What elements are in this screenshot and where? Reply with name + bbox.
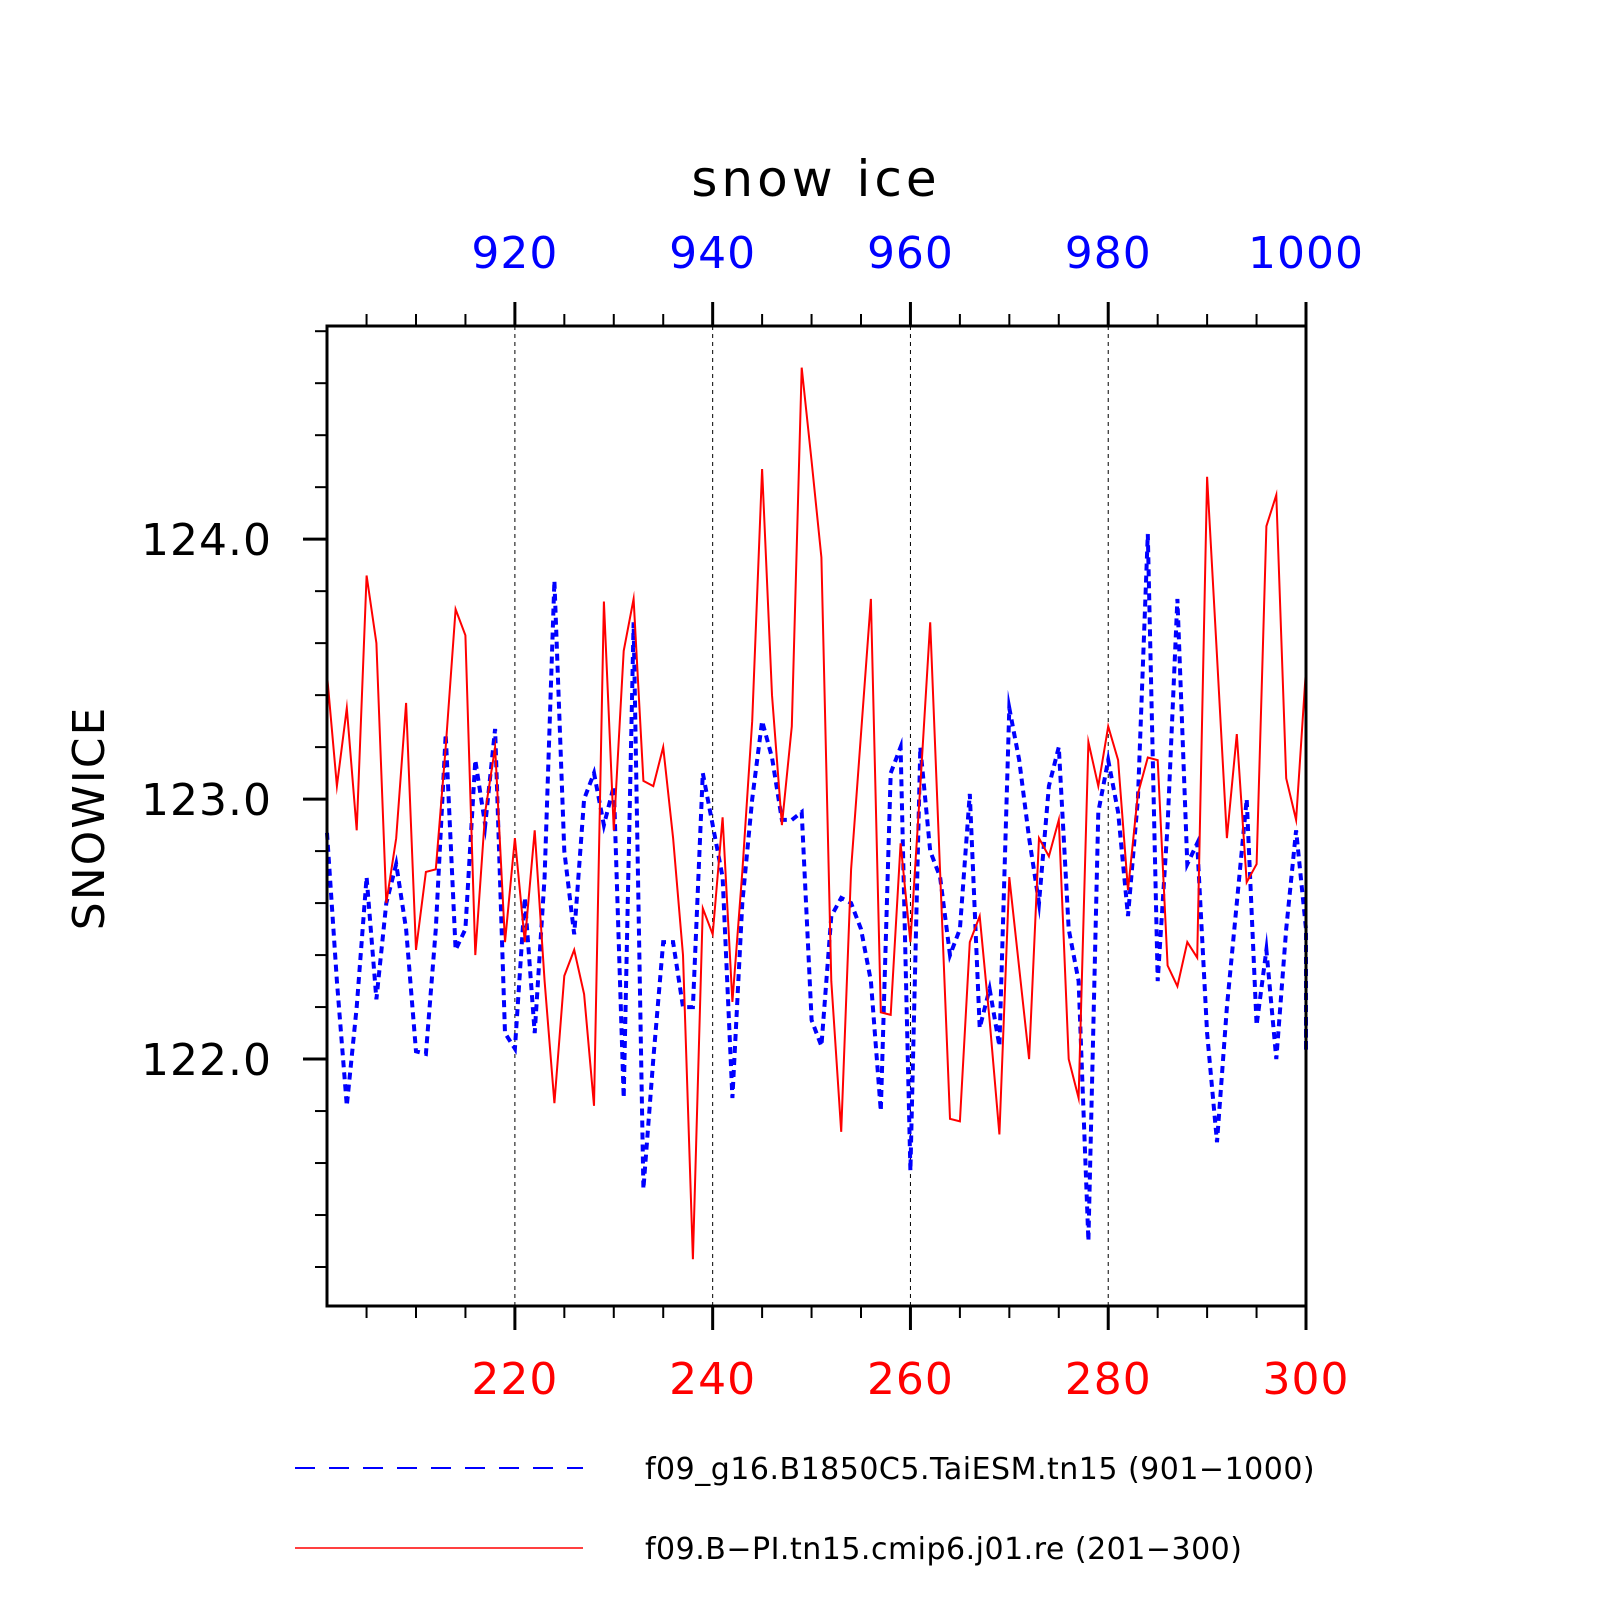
legend-label-1: f09.B−PI.tn15.cmip6.j01.re (201−300) [645, 1532, 1242, 1567]
x-top-tick-label-3: 980 [1065, 228, 1152, 279]
y-tick-label-2: 124.0 [141, 515, 272, 566]
x-bottom-tick-label-4: 300 [1263, 1354, 1350, 1405]
y-axis-label: SNOWICE [64, 706, 115, 930]
series-lines [325, 367, 1308, 1260]
x-bottom-tick-label-2: 260 [867, 1354, 954, 1405]
x-bottom-tick-label-0: 220 [471, 1354, 558, 1405]
x-bottom-tick-label-1: 240 [669, 1354, 756, 1405]
x-bottom-tick-label-3: 280 [1065, 1354, 1152, 1405]
x-top-tick-label-1: 940 [669, 228, 756, 279]
legend-label-0: f09_g16.B1850C5.TaiESM.tn15 (901−1000) [645, 1452, 1315, 1487]
series-line-0 [325, 533, 1308, 1242]
chart-title: snow ice [691, 150, 940, 208]
x-top-tick-label-0: 920 [471, 228, 558, 279]
legend: f09_g16.B1850C5.TaiESM.tn15 (901−1000) f0… [295, 1452, 1315, 1567]
y-tick-label-1: 123.0 [141, 775, 272, 826]
plot-frame [325, 324, 1308, 1308]
grid-lines [514, 326, 1109, 1306]
x-top-tick-label-2: 960 [867, 228, 954, 279]
y-tick-label-0: 122.0 [141, 1035, 272, 1086]
series-line-1 [326, 367, 1307, 1260]
x-top-tick-label-4: 1000 [1248, 228, 1364, 279]
axes: 122.0 123.0 124.0 920 940 960 980 1000 220 240 260… [141, 228, 1364, 1405]
